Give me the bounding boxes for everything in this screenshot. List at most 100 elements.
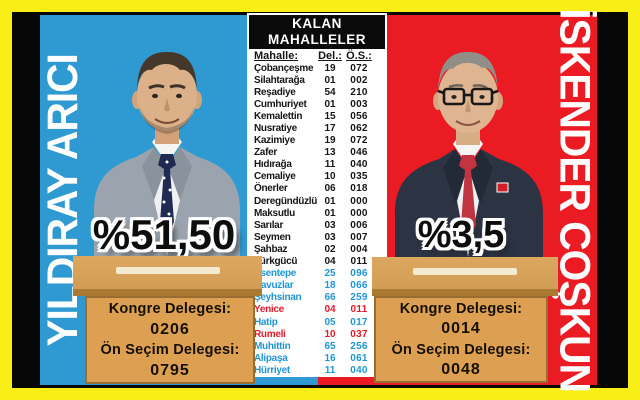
table-row: Reşadiye 54 210 xyxy=(249,86,385,98)
row-del-value: 17 xyxy=(324,123,336,135)
row-del-value: 19 xyxy=(324,62,336,74)
table-row: Önerler 06 018 xyxy=(249,183,385,195)
row-os-value: 046 xyxy=(350,147,368,159)
left-onsecim-value: 0795 xyxy=(150,361,190,379)
right-candidate-name-text: İSKENDER COŞKUN xyxy=(550,8,598,392)
row-os-value: 035 xyxy=(350,171,368,183)
row-neighbourhood-name: Zafer xyxy=(254,147,277,159)
table-row: Türkgücü 04 011 xyxy=(249,256,385,268)
row-del-value: 01 xyxy=(324,74,336,86)
right-percent: %3,5 xyxy=(417,214,505,256)
table-row: Havuzlar 18 066 xyxy=(249,280,385,292)
row-del-value: 19 xyxy=(324,135,336,147)
row-neighbourhood-name: Havuzlar xyxy=(254,280,294,292)
table-title: KALAN MAHALLELER xyxy=(249,15,385,49)
table-row: Muhittin 65 256 xyxy=(249,340,385,352)
row-del-value: 65 xyxy=(324,340,336,352)
row-del-value: 01 xyxy=(324,98,336,110)
ballot-box-lid-left xyxy=(73,256,262,296)
row-os-value: 004 xyxy=(350,243,368,255)
row-os-value: 259 xyxy=(350,292,368,304)
right-kongre-label: Kongre Delegesi: xyxy=(399,300,523,317)
row-neighbourhood-name: Sarılar xyxy=(254,219,284,231)
row-os-value: 066 xyxy=(350,280,368,292)
column-header-del: Del.: xyxy=(318,49,342,62)
row-del-value: 04 xyxy=(324,256,336,268)
right-onsecim-value: 0048 xyxy=(441,361,481,378)
row-neighbourhood-name: Maksutlu xyxy=(254,207,295,219)
row-del-value: 18 xyxy=(324,280,336,292)
row-neighbourhood-name: Hatip xyxy=(254,316,278,328)
row-del-value: 54 xyxy=(324,86,336,98)
row-os-value: 011 xyxy=(350,256,368,268)
column-header-mahalle: Mahalle: xyxy=(254,49,299,62)
row-neighbourhood-name: Esentepe xyxy=(254,268,297,280)
row-os-value: 002 xyxy=(350,74,368,86)
row-neighbourhood-name: Kazimiye xyxy=(254,135,295,147)
row-neighbourhood-name: Deregündüzlü xyxy=(254,195,318,207)
row-neighbourhood-name: Seymen xyxy=(254,231,291,243)
table-row: Nusratiye 17 062 xyxy=(249,122,385,134)
row-os-value: 256 xyxy=(350,340,368,352)
left-delegate-box: Kongre Delegesi: 0206 Ön Seçim Delegesi:… xyxy=(85,296,255,384)
row-del-value: 01 xyxy=(324,207,336,219)
row-del-value: 15 xyxy=(324,110,336,122)
row-del-value: 25 xyxy=(324,268,336,280)
row-neighbourhood-name: Kemalettin xyxy=(254,110,303,122)
row-neighbourhood-name: Nusratiye xyxy=(254,123,297,135)
row-del-value: 66 xyxy=(324,292,336,304)
row-os-value: 003 xyxy=(350,98,368,110)
table-row: Kazimiye 19 072 xyxy=(249,135,385,147)
left-kongre-value: 0206 xyxy=(150,320,190,338)
table-column-headers: Mahalle: Del.: Ö.S.: xyxy=(249,49,385,62)
left-onsecim-label: Ön Seçim Delegesi: xyxy=(100,342,240,358)
row-os-value: 007 xyxy=(350,231,368,243)
row-neighbourhood-name: Rumeli xyxy=(254,328,286,340)
table-row: Maksutlu 01 000 xyxy=(249,207,385,219)
row-del-value: 01 xyxy=(324,195,336,207)
row-del-value: 11 xyxy=(324,159,336,171)
ballot-slot-left xyxy=(115,267,220,274)
row-os-value: 040 xyxy=(350,364,368,376)
table-row: Yenice 04 011 xyxy=(249,304,385,316)
row-os-value: 072 xyxy=(350,62,368,74)
row-neighbourhood-name: Şeyhsinan xyxy=(254,292,302,304)
table-row: Cumhuriyet 01 003 xyxy=(249,98,385,110)
column-header-os: Ö.S.: xyxy=(346,49,372,62)
row-os-value: 072 xyxy=(350,135,368,147)
row-neighbourhood-name: Cumhuriyet xyxy=(254,98,307,110)
candidate-photo-right xyxy=(387,37,550,257)
table-row: Şeyhsinan 66 259 xyxy=(249,292,385,304)
left-percent: %51,50 xyxy=(92,211,236,258)
row-del-value: 16 xyxy=(324,352,336,364)
table-title-line2: MAHALLELER xyxy=(268,32,366,47)
row-neighbourhood-name: Çobançeşme xyxy=(254,62,314,74)
row-neighbourhood-name: Silahtarağa xyxy=(254,74,305,86)
table-row: Silahtarağa 01 002 xyxy=(249,74,385,86)
left-kongre-label: Kongre Delegesi: xyxy=(108,301,232,317)
row-os-value: 040 xyxy=(350,159,368,171)
row-os-value: 056 xyxy=(350,110,368,122)
table-row: Çobançeşme 19 072 xyxy=(249,62,385,74)
row-neighbourhood-name: Reşadiye xyxy=(254,86,296,98)
table-row: Cemaliye 10 035 xyxy=(249,171,385,183)
ballot-slot-right xyxy=(413,268,517,275)
right-candidate-name: İSKENDER COŞKUN xyxy=(550,8,598,392)
row-neighbourhood-name: Hürriyet xyxy=(254,364,290,376)
row-os-value: 000 xyxy=(350,195,368,207)
row-os-value: 037 xyxy=(350,328,368,340)
table-row: Rumeli 10 037 xyxy=(249,328,385,340)
row-del-value: 02 xyxy=(324,243,336,255)
table-row: Hıdırağa 11 040 xyxy=(249,159,385,171)
right-onsecim-label: Ön Seçim Delegesi: xyxy=(391,341,531,358)
table-rows: Çobançeşme 19 072 Silahtarağa 01 002 Reş… xyxy=(249,62,385,376)
ballot-lid-edge-right xyxy=(372,289,558,296)
row-os-value: 006 xyxy=(350,219,368,231)
row-del-value: 05 xyxy=(324,316,336,328)
candidate-photo-left xyxy=(84,38,250,256)
row-os-value: 061 xyxy=(350,352,368,364)
table-row: Kemalettin 15 056 xyxy=(249,110,385,122)
table-row: Esentepe 25 096 xyxy=(249,268,385,280)
table-row: Hatip 05 017 xyxy=(249,316,385,328)
